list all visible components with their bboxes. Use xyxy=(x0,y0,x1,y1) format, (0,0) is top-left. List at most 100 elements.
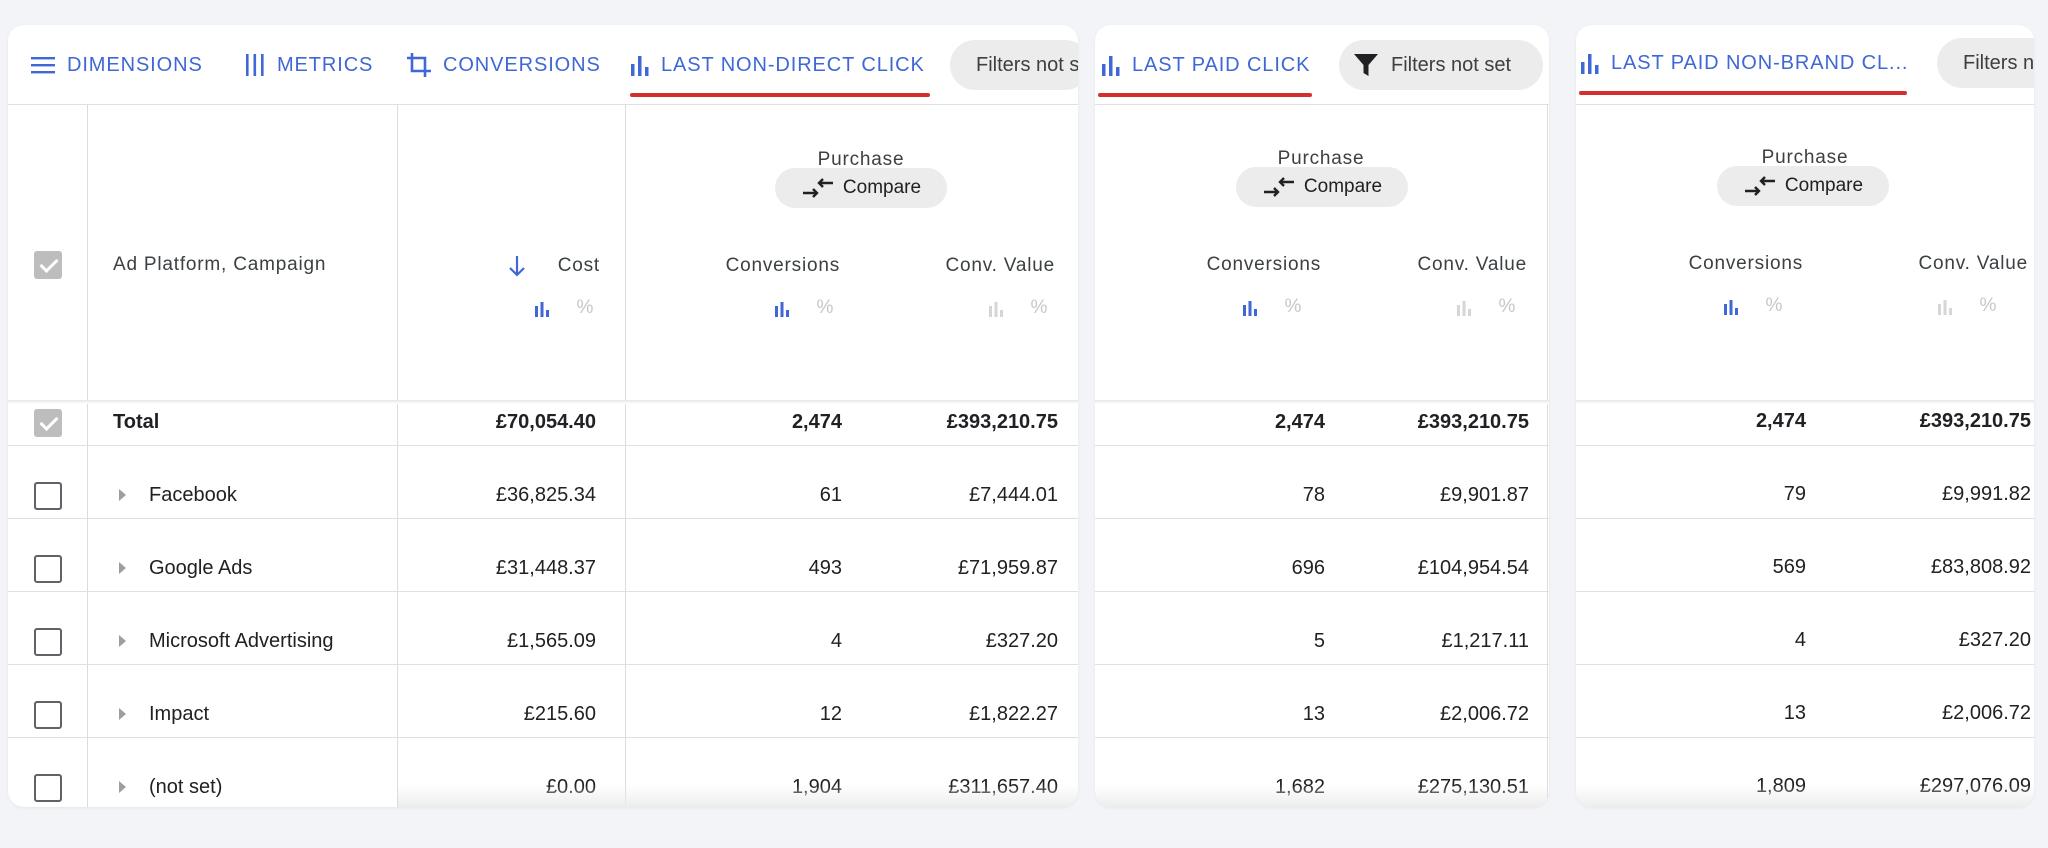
scroll-fade xyxy=(398,785,1078,807)
header-divider xyxy=(1576,400,2034,404)
row-checkbox[interactable] xyxy=(34,555,62,583)
row-checkbox[interactable] xyxy=(34,482,62,510)
row-conv-value: £1,217.11 xyxy=(1441,630,1530,652)
row-conversions: 61 xyxy=(819,484,842,506)
total-cost: £70,054.40 xyxy=(495,411,596,433)
expand-icon[interactable] xyxy=(119,635,126,647)
total-conversions: 2,474 xyxy=(1755,410,1806,432)
row-name[interactable]: (not set) xyxy=(149,776,223,798)
dimensions-button[interactable]: DIMENSIONS xyxy=(30,25,203,105)
row-conversions: 13 xyxy=(1302,703,1325,725)
expand-icon[interactable] xyxy=(119,489,126,501)
row-divider xyxy=(8,591,1078,592)
expand-icon[interactable] xyxy=(119,781,126,793)
filters-button[interactable]: Filters not set xyxy=(1937,38,2034,88)
tab-last-paid-non-brand-click[interactable]: LAST PAID NON-BRAND CL... xyxy=(1580,25,1908,103)
tab-last-paid-click[interactable]: LAST PAID CLICK xyxy=(1101,25,1310,105)
conv-value-column-header[interactable]: Conv. Value xyxy=(1417,254,1527,275)
filters-label: Filters not set xyxy=(1963,51,2034,74)
row-divider xyxy=(1095,591,1549,592)
scroll-fade xyxy=(1576,785,2034,807)
divider xyxy=(1547,105,1548,807)
conversions-label: CONVERSIONS xyxy=(443,53,601,76)
total-conversions: 2,474 xyxy=(1274,411,1325,433)
conv-value-column-header[interactable]: Conv. Value xyxy=(1918,253,2028,274)
bar-view-icon[interactable] xyxy=(1937,299,1953,315)
row-name[interactable]: Facebook xyxy=(149,484,237,506)
tab-last-non-direct-click[interactable]: LAST NON-DIRECT CLICK xyxy=(630,25,925,105)
percent-icon[interactable]: % xyxy=(576,297,594,318)
expand-icon[interactable] xyxy=(119,708,126,720)
dimension-column-header[interactable]: Ad Platform, Campaign xyxy=(113,254,327,275)
row-conv-value: £71,959.87 xyxy=(957,557,1058,579)
row-name[interactable]: Impact xyxy=(149,703,210,725)
bar-view-icon[interactable] xyxy=(534,301,550,317)
row-checkbox[interactable] xyxy=(34,774,62,802)
row-name[interactable]: Google Ads xyxy=(149,557,253,579)
total-conv-value: £393,210.75 xyxy=(1417,411,1529,433)
conv-value-column-header[interactable]: Conv. Value xyxy=(945,255,1055,276)
row-divider xyxy=(8,518,1078,519)
percent-icon[interactable]: % xyxy=(1030,297,1048,318)
row-divider xyxy=(8,664,1078,665)
percent-icon[interactable]: % xyxy=(1284,296,1302,317)
compare-button[interactable]: Compare xyxy=(775,168,947,208)
row-conversions: 5 xyxy=(1313,630,1325,652)
percent-icon[interactable]: % xyxy=(1765,295,1783,316)
conversion-group-label: Purchase xyxy=(1277,148,1365,169)
bar-view-icon[interactable] xyxy=(774,301,790,317)
row-conv-value: £2,006.72 xyxy=(1440,703,1529,725)
total-conv-value: £393,210.75 xyxy=(1919,410,2031,432)
percent-icon[interactable]: % xyxy=(816,297,834,318)
menu-icon xyxy=(31,57,55,74)
compare-label: Compare xyxy=(842,177,922,198)
bar-view-icon[interactable] xyxy=(1723,299,1739,315)
bar-view-icon[interactable] xyxy=(988,301,1004,317)
total-label: Total xyxy=(113,411,160,433)
filters-button[interactable]: Filters not set xyxy=(1339,40,1543,90)
row-cost: £36,825.34 xyxy=(495,484,596,506)
conversions-column-header[interactable]: Conversions xyxy=(1206,254,1321,275)
bar-chart-icon xyxy=(1102,56,1120,76)
row-divider xyxy=(1095,664,1549,665)
row-conv-value: £327.20 xyxy=(985,630,1058,652)
attribution-panel-last-paid: LAST PAID CLICK Filters not set Purchase… xyxy=(1095,25,1549,807)
filters-button[interactable]: Filters not set xyxy=(950,40,1078,90)
row-divider xyxy=(1095,737,1549,738)
total-conversions: 2,474 xyxy=(791,411,842,433)
conversions-column-header[interactable]: Conversions xyxy=(725,255,840,276)
compare-button[interactable]: Compare xyxy=(1717,166,1889,206)
row-conv-value: £9,991.82 xyxy=(1942,483,2031,505)
row-conversions: 78 xyxy=(1302,484,1325,506)
row-name[interactable]: Microsoft Advertising xyxy=(149,630,334,652)
attribution-model-label: LAST PAID NON-BRAND CL... xyxy=(1611,51,1909,74)
row-cost: £215.60 xyxy=(523,703,596,725)
conversions-button[interactable]: CONVERSIONS xyxy=(406,25,601,105)
row-divider xyxy=(1095,445,1549,446)
sort-descending-icon[interactable] xyxy=(508,255,526,277)
percent-icon[interactable]: % xyxy=(1979,295,1997,316)
row-divider xyxy=(1576,445,2034,446)
conversions-column-header[interactable]: Conversions xyxy=(1688,253,1803,274)
row-conversions: 12 xyxy=(819,703,842,725)
toolbar: DIMENSIONS METRICS CONVERSIONS LAST NON-… xyxy=(8,25,1078,105)
scroll-fade xyxy=(1095,785,1549,807)
header-divider xyxy=(1095,400,1549,404)
total-row-checkbox[interactable] xyxy=(34,409,62,437)
row-conversions: 696 xyxy=(1291,557,1325,579)
select-all-checkbox[interactable] xyxy=(34,251,62,279)
row-conv-value: £9,901.87 xyxy=(1440,484,1529,506)
divider xyxy=(87,105,88,807)
expand-icon[interactable] xyxy=(119,562,126,574)
compare-button[interactable]: Compare xyxy=(1236,167,1408,207)
bar-view-icon[interactable] xyxy=(1456,300,1472,316)
row-checkbox[interactable] xyxy=(34,628,62,656)
active-tab-underline xyxy=(630,93,930,97)
row-checkbox[interactable] xyxy=(34,701,62,729)
cost-column-header[interactable]: Cost xyxy=(557,255,600,276)
bar-view-icon[interactable] xyxy=(1242,300,1258,316)
toolbar: LAST PAID NON-BRAND CL... Filters not se… xyxy=(1576,25,2034,105)
metrics-button[interactable]: METRICS xyxy=(244,25,373,105)
percent-icon[interactable]: % xyxy=(1498,296,1516,317)
compare-label: Compare xyxy=(1784,175,1864,196)
